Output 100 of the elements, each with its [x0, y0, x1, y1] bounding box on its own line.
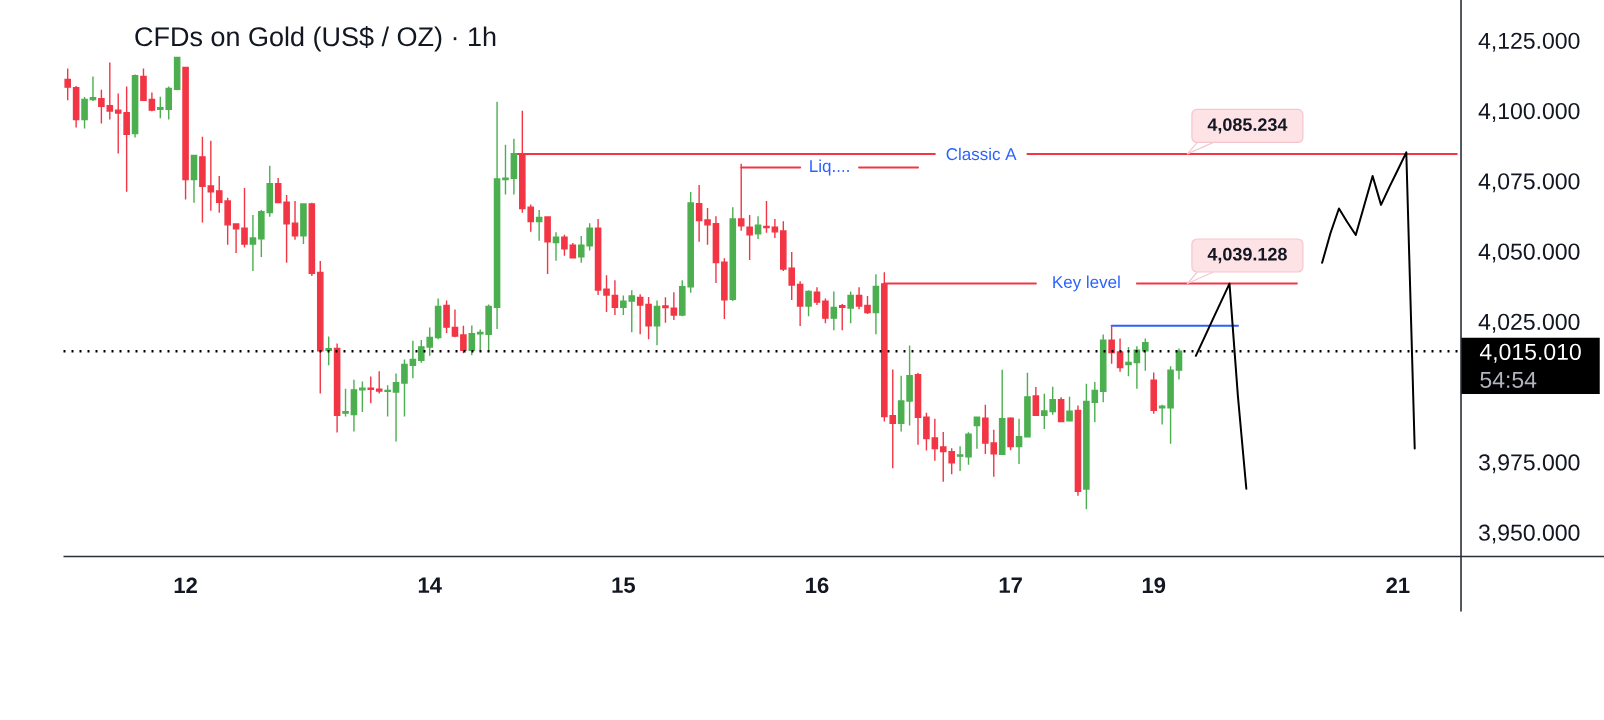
candlestick	[636, 293, 644, 335]
candlestick	[199, 136, 206, 224]
candlestick	[805, 289, 812, 317]
candlestick	[830, 290, 838, 331]
data-label: 4,039.128	[1207, 247, 1287, 264]
candlestick	[1032, 386, 1040, 417]
candlestick	[906, 344, 913, 427]
candlestick	[291, 200, 299, 241]
candlestick	[409, 339, 417, 379]
candlestick	[973, 416, 981, 450]
candlestick	[611, 279, 619, 316]
y-tick-label: 4,125.000	[1478, 32, 1580, 52]
candlestick	[535, 209, 543, 242]
candlestick	[190, 154, 198, 204]
candlestick	[544, 215, 551, 275]
candlestick	[98, 88, 105, 125]
candlestick	[796, 280, 804, 327]
candlestick	[241, 187, 248, 249]
candlestick	[763, 200, 770, 234]
candlestick	[1125, 346, 1132, 378]
x-tick-label: 14	[418, 577, 442, 593]
candlestick	[1007, 416, 1014, 451]
candlestick	[552, 231, 560, 262]
candlestick	[300, 203, 307, 245]
candlestick	[375, 370, 383, 395]
candlestick	[182, 66, 189, 201]
candlestick	[64, 67, 72, 102]
candlestick	[712, 215, 720, 284]
candlestick	[148, 91, 156, 112]
candlestick	[645, 296, 652, 340]
candlestick	[401, 358, 408, 418]
candlestick	[603, 274, 610, 313]
candlestick	[342, 388, 349, 418]
candlestick	[89, 75, 97, 102]
candlestick	[1116, 337, 1124, 373]
candlestick	[695, 184, 703, 243]
candlestick	[1015, 418, 1023, 465]
candlestick	[392, 372, 400, 443]
x-tick-label: 15	[612, 577, 635, 593]
candlestick	[316, 260, 324, 395]
x-tick-label: 19	[1142, 577, 1166, 594]
candlestick	[746, 214, 753, 261]
candlestick	[468, 324, 476, 356]
y-tick-label: 3,950.000	[1478, 524, 1580, 544]
candlestick	[510, 138, 518, 196]
candlestick	[207, 140, 215, 212]
text: CFDs on Gold (US$ / OZ) · 1h	[135, 26, 496, 52]
candlestick	[451, 308, 459, 338]
candlestick	[140, 67, 147, 102]
candlestick	[359, 380, 366, 413]
y-tick-label: 4,050.000	[1478, 243, 1580, 263]
candlestick	[704, 207, 711, 246]
series-label: Key level	[1053, 275, 1120, 292]
candlestick	[1108, 324, 1115, 365]
candlestick	[838, 303, 846, 331]
candlestick	[283, 194, 290, 264]
candlestick	[721, 257, 728, 320]
candlestick	[384, 384, 391, 418]
x-tick-label: 16	[806, 577, 829, 594]
candlestick	[754, 215, 762, 240]
candlestick	[1175, 347, 1183, 381]
candlestick	[653, 299, 661, 346]
candlestick	[965, 431, 972, 466]
candlestick	[813, 286, 821, 306]
y-tick-label: 4,025.000	[1478, 313, 1580, 333]
y-tick-label: 4,100.000	[1478, 102, 1580, 122]
series-label: Classic A	[946, 147, 1017, 161]
candlestick	[443, 299, 450, 334]
candlestick	[1024, 371, 1031, 438]
series-label: Liq....	[810, 159, 849, 176]
candlestick	[502, 144, 509, 196]
candlestick	[1150, 371, 1158, 415]
candlestick	[855, 286, 863, 310]
candlestick	[956, 445, 964, 472]
candlestick	[864, 295, 871, 315]
candlestick	[931, 418, 939, 462]
candlestick	[367, 375, 375, 405]
candlestick	[1099, 333, 1107, 403]
candlestick	[249, 214, 257, 272]
candlestick	[872, 273, 880, 335]
ref-line-label: 4,015.010	[1479, 343, 1581, 363]
candlestick	[81, 96, 88, 130]
candlestick	[847, 290, 854, 324]
candlestick	[729, 206, 737, 302]
candlestick	[232, 222, 240, 254]
candlestick	[662, 296, 669, 324]
candlestick	[771, 218, 779, 239]
candlestick	[914, 371, 922, 446]
candlestick	[998, 369, 1006, 456]
candlestick	[1158, 404, 1166, 426]
candlestick	[561, 233, 568, 257]
candlestick	[350, 379, 358, 433]
candlestick	[1066, 396, 1073, 422]
y-tick-label: 4,075.000	[1478, 173, 1580, 193]
candlestick	[325, 335, 332, 367]
candlestick	[822, 297, 829, 324]
x-tick-label: 17	[999, 577, 1022, 593]
candlestick	[493, 101, 501, 330]
y-tick-label: 3,975.000	[1478, 454, 1580, 474]
candlestick	[460, 325, 467, 354]
